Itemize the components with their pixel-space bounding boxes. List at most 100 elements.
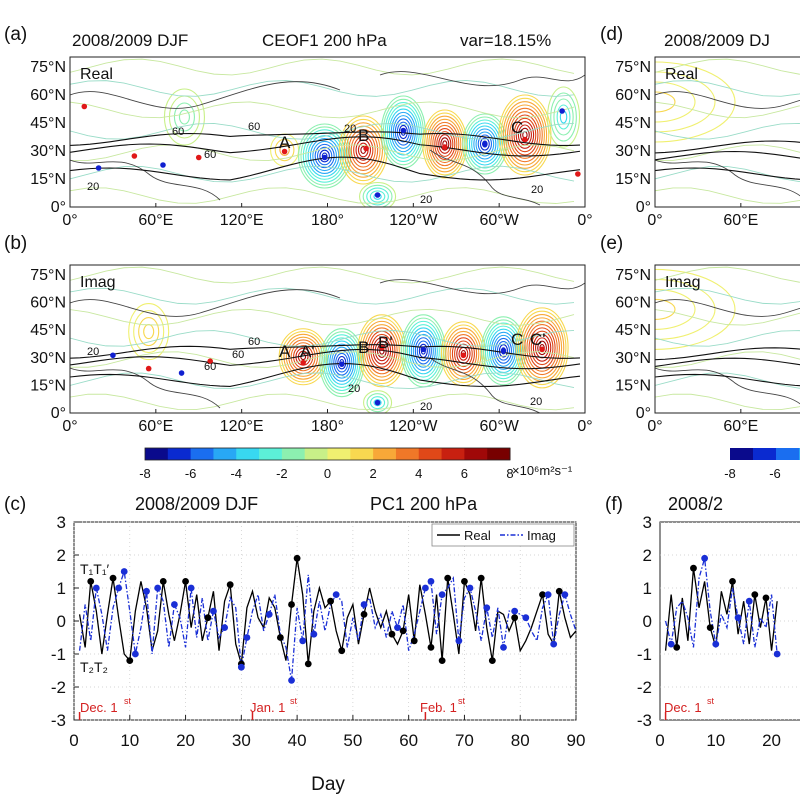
imag-extreme-point	[511, 607, 519, 615]
colorbar-right-swatch	[776, 448, 800, 460]
contour-ring	[462, 113, 508, 175]
contour-ring	[363, 390, 393, 413]
positive-center-dot	[131, 153, 138, 159]
contour-value-label: 60	[172, 126, 184, 138]
contour-ring	[436, 131, 454, 157]
contour-value-label: 20	[348, 383, 360, 395]
positive-center-dot	[145, 365, 152, 372]
imag-extreme-point	[115, 584, 123, 592]
contour-ring	[279, 144, 290, 156]
real-extreme-point	[304, 660, 312, 668]
contour-ring	[486, 325, 521, 377]
contour-ring	[312, 140, 338, 172]
contour-ring	[341, 118, 386, 182]
contour-ring	[290, 342, 316, 372]
contour-ring	[325, 337, 359, 388]
colorbar-right: -8 -6	[724, 448, 800, 481]
contour-ring	[372, 337, 392, 365]
lat-tick-label: 0°	[51, 405, 66, 422]
region-label: B	[358, 338, 369, 357]
contour-ring	[362, 184, 393, 207]
contour-ring	[128, 303, 170, 361]
imag-extreme-point	[422, 584, 429, 592]
background-contour	[655, 330, 800, 347]
contour-ring	[432, 124, 458, 164]
map-d-mode: Real	[665, 66, 698, 83]
lon-tick-label: 0°	[62, 212, 77, 229]
colorbar-tick: 6	[461, 466, 468, 481]
contour-ring	[302, 129, 347, 183]
lat-tick-label: 75°N	[615, 267, 651, 284]
contour-ring	[546, 86, 581, 148]
positive-center-dot	[300, 359, 306, 366]
contour-ring	[163, 88, 205, 146]
real-extreme-point	[444, 574, 452, 582]
background-contour	[655, 101, 800, 119]
real-extreme-point-f	[690, 564, 697, 572]
lat-tick-label: 60°N	[615, 87, 651, 104]
real-extreme-point	[276, 634, 284, 641]
imag-extreme-point	[131, 650, 139, 658]
jan-label: Jan. 1	[250, 700, 285, 715]
x-tick-label: 30	[232, 731, 251, 750]
y-tick-label: -3	[51, 711, 66, 730]
imag-extreme-point	[92, 584, 100, 592]
region-label: C	[511, 118, 523, 137]
positive-center-dot	[363, 145, 369, 152]
chart-legend: Real Imag	[431, 523, 575, 547]
background-contour	[70, 266, 575, 284]
coastline	[70, 367, 221, 409]
contour-ring	[655, 298, 676, 320]
contour-ring	[451, 337, 475, 371]
lon-tick-label: 0°	[577, 418, 592, 435]
lon-tick-label: 120°E	[220, 418, 264, 435]
contour-ring	[300, 126, 349, 186]
lat-tick-label: 60°N	[30, 295, 66, 312]
real-extreme-point	[438, 657, 446, 664]
colorbar-swatch	[373, 448, 397, 460]
chart-c-frame	[73, 521, 577, 721]
y-tick-label: 1	[57, 579, 66, 598]
contour-ring	[406, 324, 440, 378]
colorbar-swatch	[350, 448, 374, 460]
lat-tick-label: 45°N	[30, 322, 66, 339]
contour-ring	[464, 116, 506, 172]
colorbar-frame	[144, 447, 511, 461]
y-tick-label-f: 2	[643, 546, 652, 565]
panel-a-season: 2008/2009 DJF	[72, 31, 188, 50]
y-tick-label: 3	[57, 513, 66, 532]
map-a-field	[70, 58, 585, 207]
contour-ring	[335, 352, 349, 373]
contour-ring	[343, 122, 384, 178]
real-extreme-point	[410, 637, 418, 645]
y-tick-label-f: 3	[643, 513, 652, 532]
imag-extreme-point	[550, 640, 558, 648]
map-b-frame	[69, 264, 586, 414]
contour-ring	[655, 61, 736, 143]
jet-contour	[70, 131, 581, 147]
region-label: B	[358, 126, 369, 145]
contour-ring	[370, 396, 386, 410]
real-extreme-point-f	[751, 591, 759, 598]
contour-ring	[366, 393, 389, 413]
imag-extreme-point	[171, 601, 178, 608]
lat-tick-label: 30°N	[615, 143, 651, 160]
imag-extreme-point	[120, 568, 128, 575]
contour-ring	[434, 127, 456, 161]
imag-extreme-point	[288, 677, 295, 684]
dec-label: Dec. 1	[80, 700, 118, 715]
imag-extreme-point	[310, 630, 318, 638]
legend-real-label: Real	[464, 528, 491, 543]
real-extreme-point	[539, 591, 546, 598]
background-contour	[70, 101, 575, 119]
annotation-dec-f: Dec. 1 st	[664, 696, 715, 715]
contour-ring	[447, 330, 480, 377]
contour-ring	[537, 340, 547, 356]
positive-center-dot	[442, 144, 448, 150]
negative-center-dot	[374, 192, 381, 198]
panel-a-variance: var=18.15%	[460, 31, 551, 50]
contour-ring	[524, 320, 560, 376]
lat-tick-label: 15°N	[30, 377, 66, 394]
imag-extreme-point	[332, 591, 340, 598]
negative-center-dot	[420, 346, 427, 353]
